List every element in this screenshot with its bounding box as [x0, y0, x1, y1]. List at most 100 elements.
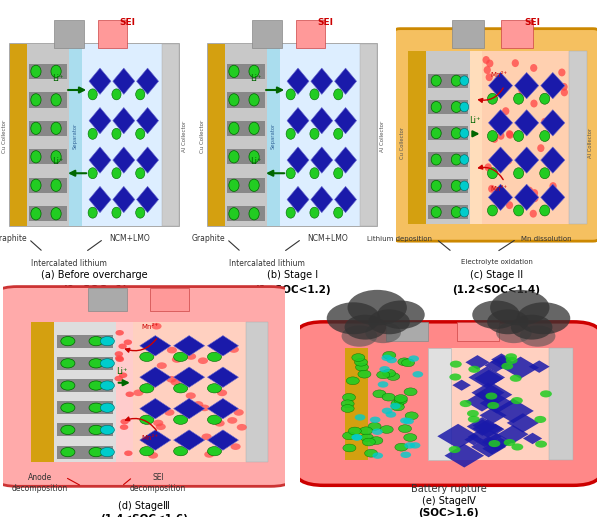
Circle shape [382, 393, 395, 401]
Circle shape [506, 357, 518, 364]
Circle shape [89, 337, 103, 346]
Polygon shape [335, 68, 356, 95]
Bar [56, 401, 113, 414]
Circle shape [157, 362, 167, 369]
Text: Al Collector: Al Collector [182, 120, 187, 151]
Circle shape [490, 290, 550, 325]
Circle shape [51, 94, 61, 106]
Circle shape [229, 150, 239, 163]
Circle shape [540, 93, 550, 104]
Circle shape [89, 448, 103, 457]
Polygon shape [468, 427, 502, 447]
Circle shape [208, 352, 221, 361]
Polygon shape [491, 355, 513, 369]
Bar [29, 92, 67, 108]
Circle shape [186, 353, 196, 360]
Circle shape [370, 437, 383, 445]
Circle shape [405, 412, 418, 420]
Circle shape [394, 397, 407, 404]
Circle shape [208, 415, 221, 424]
Circle shape [173, 447, 188, 456]
Circle shape [172, 356, 182, 363]
Text: (1.4<SOC<1.6): (1.4<SOC<1.6) [100, 514, 188, 517]
Text: Al Collector: Al Collector [589, 128, 593, 158]
Circle shape [61, 337, 75, 346]
Circle shape [526, 187, 533, 194]
Polygon shape [335, 147, 356, 173]
Circle shape [88, 89, 97, 100]
Bar [408, 51, 426, 224]
Polygon shape [89, 68, 111, 95]
Circle shape [167, 347, 177, 354]
Circle shape [204, 451, 214, 458]
Circle shape [220, 406, 230, 413]
Circle shape [506, 201, 513, 209]
Bar [29, 120, 67, 136]
Circle shape [31, 94, 41, 106]
Circle shape [484, 66, 491, 74]
Circle shape [190, 405, 200, 412]
Circle shape [377, 300, 425, 329]
Circle shape [511, 397, 523, 404]
Text: (d) StageⅢ: (d) StageⅢ [118, 501, 170, 511]
Polygon shape [471, 436, 506, 458]
Polygon shape [493, 399, 534, 423]
Circle shape [382, 355, 392, 361]
Circle shape [531, 194, 538, 202]
Text: SEI: SEI [119, 18, 136, 27]
Text: Intercalated lithium: Intercalated lithium [31, 258, 107, 268]
Bar [56, 446, 113, 459]
Polygon shape [452, 379, 471, 391]
Bar [227, 206, 265, 221]
Bar [98, 20, 127, 49]
Polygon shape [523, 433, 542, 444]
Circle shape [229, 122, 239, 134]
Text: Graphite: Graphite [0, 234, 27, 244]
Bar [54, 20, 83, 49]
Polygon shape [287, 108, 309, 134]
Circle shape [121, 419, 129, 424]
Circle shape [31, 150, 41, 163]
Circle shape [125, 391, 134, 397]
Bar [227, 149, 265, 164]
Circle shape [410, 442, 421, 449]
Circle shape [506, 130, 513, 138]
Polygon shape [469, 367, 505, 388]
Circle shape [485, 392, 497, 400]
Polygon shape [287, 187, 309, 212]
Polygon shape [488, 72, 512, 99]
Circle shape [373, 452, 383, 459]
Polygon shape [113, 187, 135, 212]
Polygon shape [140, 430, 171, 450]
Circle shape [148, 452, 158, 459]
Circle shape [88, 168, 97, 179]
Bar [82, 44, 162, 226]
Bar [386, 322, 428, 341]
Circle shape [155, 423, 166, 430]
Bar [267, 44, 280, 226]
Bar [162, 44, 179, 226]
Text: (1.2<SOC<1.4): (1.2<SOC<1.4) [452, 285, 541, 295]
FancyBboxPatch shape [390, 28, 600, 241]
Circle shape [124, 450, 133, 456]
Bar [428, 73, 469, 88]
Text: Separator: Separator [73, 123, 78, 149]
Bar [29, 178, 67, 193]
Circle shape [115, 351, 123, 357]
Circle shape [503, 439, 515, 446]
Circle shape [505, 353, 517, 360]
Polygon shape [529, 360, 550, 373]
Circle shape [343, 432, 356, 440]
Circle shape [229, 94, 239, 106]
Polygon shape [502, 357, 539, 379]
Circle shape [343, 393, 356, 401]
Bar [428, 179, 469, 193]
Circle shape [100, 381, 115, 390]
Polygon shape [208, 399, 238, 419]
Circle shape [467, 410, 479, 417]
Text: (0<SOC<1): (0<SOC<1) [62, 285, 127, 295]
Bar [428, 100, 469, 114]
Bar [88, 288, 127, 311]
Polygon shape [488, 110, 512, 136]
Circle shape [391, 400, 404, 407]
